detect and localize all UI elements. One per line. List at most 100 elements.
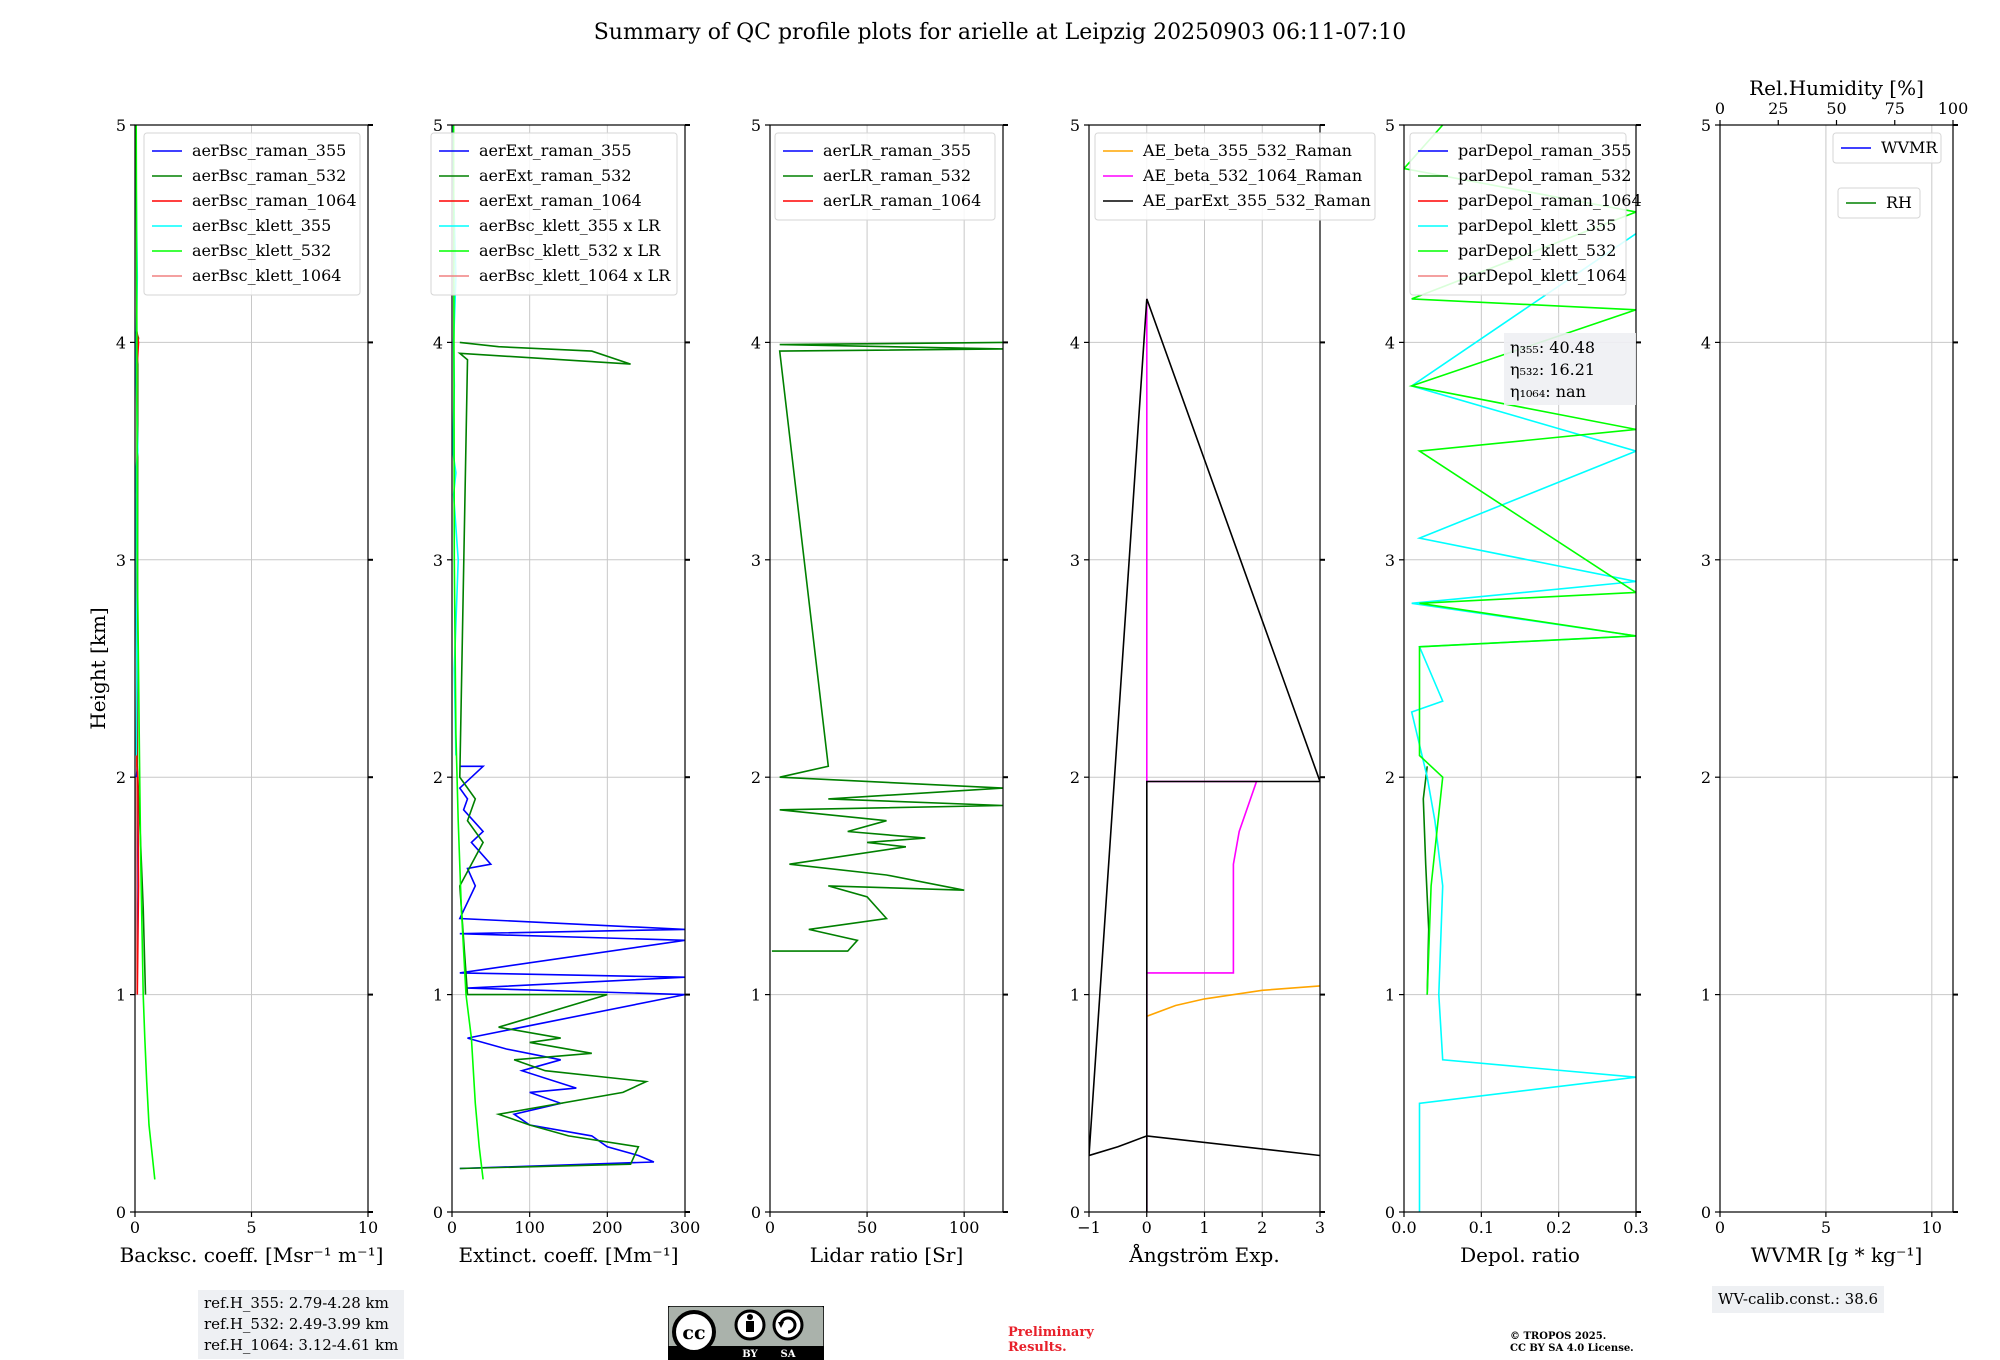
x-axis-label: WVMR [g * kg⁻¹] [1751, 1243, 1923, 1267]
figure-title: Summary of QC profile plots for arielle … [593, 20, 1407, 45]
x-tick-label: 0.0 [1391, 1218, 1416, 1237]
wv-calib-box: WV-calib.const.: 38.6 [1712, 1286, 1885, 1313]
x-tick-label: 3 [1315, 1218, 1325, 1237]
preliminary-line-1: Preliminary [1008, 1325, 1094, 1340]
axes-frame [1403, 124, 1637, 1213]
y-tick-label: 3 [751, 551, 761, 570]
legend-box [1832, 132, 1942, 164]
share-alike-icon [772, 1309, 804, 1341]
eta-annotation-box [1504, 333, 1636, 405]
y-tick-label: 4 [751, 333, 761, 352]
y-tick-label: 0 [1385, 1203, 1395, 1222]
legend-label: parDepol_raman_355 [1458, 141, 1631, 160]
reference-height-box: ref.H_355: 2.79-4.28 km ref.H_532: 2.49-… [198, 1290, 405, 1359]
x-tick-label: 300 [670, 1218, 701, 1237]
legend-label: aerBsc_klett_1064 x LR [479, 266, 671, 285]
y-tick-label: 1 [1070, 986, 1080, 1005]
panel-bsc: 0 5 10 0 1 2 3 4 5 Backsc. coeff. [Msr⁻¹ m⁻¹] Heig… [86, 116, 383, 1267]
x-tick-label: 0 [130, 1218, 140, 1237]
y-tick-label: 0 [751, 1203, 761, 1222]
legend-box [1837, 187, 1921, 219]
axes-frame [769, 124, 1004, 1213]
y-tick-label: 0 [1701, 1203, 1711, 1222]
legend-label: aerLR_raman_1064 [823, 191, 981, 210]
top-x-tick-label: 25 [1768, 99, 1788, 118]
legend-box [1409, 132, 1627, 296]
x-tick-label: 10 [358, 1218, 378, 1237]
sa-label: SA [781, 1349, 796, 1360]
legend-label: aerBsc_klett_355 [192, 216, 331, 235]
x-tick-label: 5 [246, 1218, 256, 1237]
y-tick-label: 0 [116, 1203, 126, 1222]
y-tick-label: 2 [1701, 768, 1711, 787]
legend-label: aerBsc_klett_532 x LR [479, 241, 661, 260]
cc-license-badge: cc BY SA [668, 1306, 824, 1360]
y-tick-label: 0 [433, 1203, 443, 1222]
y-tick-label: 1 [1701, 986, 1711, 1005]
series-line-AE_parExt_355_532_Raman [1089, 298, 1320, 1212]
x-tick-label: 2 [1257, 1218, 1267, 1237]
legend-label: aerBsc_klett_532 [192, 241, 331, 260]
x-tick-label: 5 [1821, 1218, 1831, 1237]
wv-calib-text: WV-calib.const.: 38.6 [1718, 1290, 1879, 1308]
legend-box [143, 132, 361, 296]
legend-label: RH [1886, 193, 1912, 212]
series-line-aerLR_raman_532 [771, 341, 1003, 952]
series-line-aerBsc_klett_532 x LR [452, 125, 484, 1180]
x-tick-label: 10 [1922, 1218, 1942, 1237]
y-tick-label: 3 [116, 551, 126, 570]
x-tick-label: 0 [1142, 1218, 1152, 1237]
x-tick-label: 0.3 [1623, 1218, 1648, 1237]
by-label: BY [742, 1349, 758, 1360]
series-line-aerExt_raman_355 [458, 765, 685, 1170]
x-tick-label: 0.1 [1469, 1218, 1494, 1237]
y-axis-label: Height [km] [86, 607, 110, 729]
eta-annotation-line: η₅₃₂: 16.21 [1510, 360, 1595, 379]
copyright-line-2: CC BY SA 4.0 License. [1510, 1343, 1634, 1354]
y-tick-label: 2 [116, 768, 126, 787]
y-tick-label: 4 [1385, 333, 1395, 352]
y-tick-label: 5 [1385, 116, 1395, 135]
top-x-tick-label: 100 [1938, 99, 1969, 118]
y-tick-label: 5 [751, 116, 761, 135]
y-tick-label: 4 [433, 333, 443, 352]
preliminary-note: Preliminary Results. [1008, 1325, 1094, 1355]
legend-label: aerLR_raman_355 [823, 141, 971, 160]
top-x-tick-label: 50 [1826, 99, 1846, 118]
panel-ext: 0 100 200 300 0 1 2 3 4 5 Extinct. coeff. [Mm⁻¹] ae… [430, 116, 701, 1267]
legend-box [430, 132, 678, 296]
eta-annotation-line: η₃₅₅: 40.48 [1510, 338, 1595, 357]
panel-depol: 0.0 0.1 0.2 0.3 0 1 2 3 4 5 Depol. ratio parDepol_r… [1385, 116, 1649, 1267]
y-tick-label: 1 [433, 986, 443, 1005]
legend-label: aerBsc_raman_355 [192, 141, 346, 160]
cc-icon [672, 1310, 716, 1354]
top-x-axis-label: Rel.Humidity [%] [1749, 76, 1924, 100]
legend-label: AE_parExt_355_532_Raman [1142, 191, 1371, 210]
legend-label: aerBsc_raman_1064 [192, 191, 357, 210]
series-line-aerBsc_raman_1064 [136, 331, 140, 995]
x-tick-label: 1 [1199, 1218, 1209, 1237]
y-tick-label: 2 [751, 768, 761, 787]
refh-532: ref.H_532: 2.49-3.99 km [204, 1315, 389, 1333]
legend-label: aerExt_raman_355 [479, 141, 632, 160]
legend-label: aerBsc_klett_1064 [192, 266, 341, 285]
series-line-AE_beta_532_1064_Raman [1146, 298, 1258, 1212]
legend-label: parDepol_klett_532 [1458, 241, 1616, 260]
y-tick-label: 3 [433, 551, 443, 570]
copyright-note: © TROPOS 2025. CC BY SA 4.0 License. [1510, 1331, 1634, 1355]
legend-label: aerExt_raman_532 [479, 166, 632, 185]
y-tick-label: 3 [1385, 551, 1395, 570]
x-tick-label: 100 [949, 1218, 980, 1237]
eta-annotation-line: η₁₀₆₄: nan [1510, 382, 1586, 401]
series-line-aerBsc_klett_532 [135, 125, 156, 1180]
legend-box [1094, 132, 1376, 221]
preliminary-line-2: Results. [1008, 1340, 1067, 1355]
cc-icon-text: cc [682, 1322, 705, 1344]
top-x-tick-label: 0 [1715, 99, 1725, 118]
y-tick-label: 2 [433, 768, 443, 787]
copyright-line-1: © TROPOS 2025. [1510, 1331, 1607, 1342]
x-axis-label: Extinct. coeff. [Mm⁻¹] [458, 1243, 678, 1267]
legend-label: parDepol_raman_532 [1458, 166, 1631, 185]
x-axis-label: Depol. ratio [1460, 1243, 1580, 1267]
